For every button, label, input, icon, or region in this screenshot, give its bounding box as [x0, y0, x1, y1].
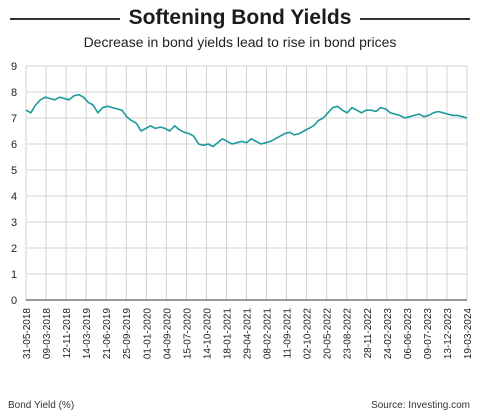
y-tick-label: 9 [11, 61, 17, 73]
x-tick-label: 06-06-2023 [403, 308, 414, 360]
x-tick-label: 04-09-2020 [162, 308, 173, 360]
grid [25, 65, 468, 301]
x-tick-label: 12-11-2018 [62, 308, 73, 359]
y-tick-label: 2 [11, 243, 17, 255]
bond-yield-line [25, 93, 468, 148]
y-axis-unit-note: Bond Yield (%) [8, 400, 75, 411]
x-tick-label: 21-06-2019 [102, 308, 113, 360]
x-tick-label: 19-03-2024 [463, 308, 474, 360]
y-axis-ticks: 0 1 2 3 4 5 6 7 8 9 [11, 61, 17, 307]
y-tick-label: 7 [11, 113, 17, 125]
y-tick-label: 6 [11, 139, 17, 151]
x-tick-label: 02-10-2022 [303, 308, 314, 360]
x-tick-label: 23-08-2022 [343, 308, 354, 360]
x-axis-ticks: 31-05-2018 09-03-2018 12-11-2018 14-03-2019… [22, 308, 474, 360]
x-tick-label: 31-05-2018 [22, 308, 33, 360]
y-tick-label: 5 [11, 165, 17, 177]
x-tick-label: 29-04-2021 [243, 308, 254, 360]
y-tick-label: 1 [11, 269, 17, 281]
y-tick-label: 3 [11, 217, 17, 229]
chart-subtitle: Decrease in bond yields lead to rise in … [83, 34, 397, 50]
y-tick-label: 4 [11, 191, 17, 203]
title-rule-right [360, 18, 470, 20]
series-layer [25, 93, 468, 148]
y-tick-label: 0 [11, 295, 17, 307]
x-tick-label: 13-12-2023 [443, 308, 454, 360]
x-tick-label: 01-01-2020 [142, 308, 153, 360]
x-tick-label: 11-09-2021 [283, 308, 294, 359]
title-rule-left [10, 18, 120, 20]
x-tick-label: 15-07-2020 [182, 308, 193, 360]
x-tick-label: 14-03-2019 [82, 308, 93, 360]
x-tick-label: 28-11-2022 [363, 308, 374, 359]
x-tick-label: 09-03-2018 [42, 308, 53, 360]
x-tick-label: 25-09-2019 [122, 308, 133, 360]
x-tick-label: 14-10-2020 [202, 308, 213, 360]
title-area: Softening Bond Yields [0, 6, 480, 32]
x-tick-label: 20-05-2022 [323, 308, 334, 360]
source-note: Source: Investing.com [371, 400, 470, 411]
y-tick-label: 8 [11, 87, 17, 99]
x-tick-label: 09-07-2023 [423, 308, 434, 360]
x-tick-label: 18-01-2021 [222, 308, 233, 360]
x-tick-label: 24-02-2023 [383, 308, 394, 360]
x-tick-label: 08-02-2021 [263, 308, 274, 360]
chart-title: Softening Bond Yields [128, 6, 352, 29]
